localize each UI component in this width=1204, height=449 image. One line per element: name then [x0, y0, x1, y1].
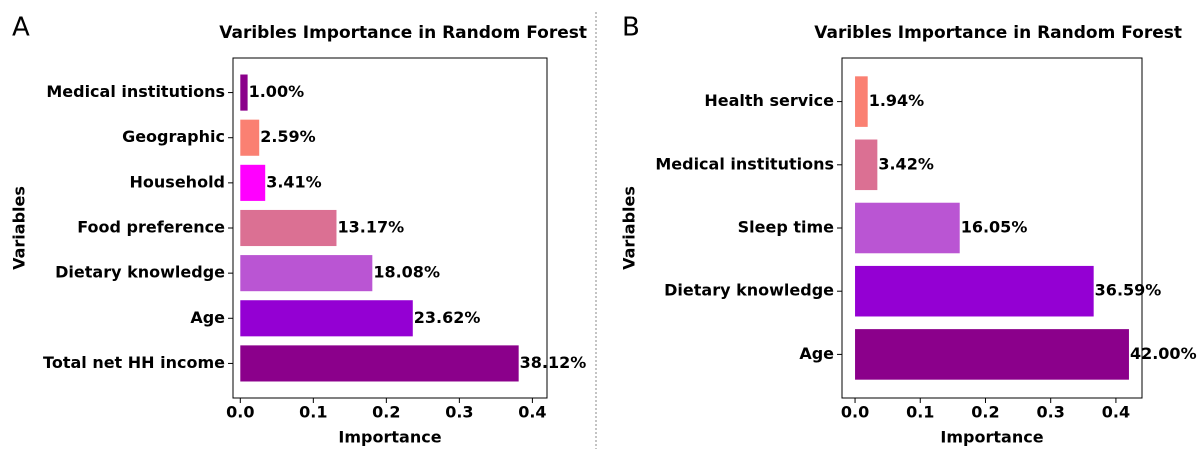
bar — [855, 202, 960, 254]
data-label: 2.59% — [260, 127, 316, 146]
data-label: 36.59% — [1095, 281, 1162, 300]
bar — [240, 345, 519, 382]
bar — [240, 164, 266, 201]
y-tick-label: Medical institutions — [46, 82, 225, 101]
x-axis-label: Importance — [338, 428, 441, 447]
data-label: 3.42% — [878, 154, 934, 173]
x-tick-label: 0.1 — [299, 403, 327, 422]
x-tick-label: 0.1 — [906, 403, 934, 422]
data-label: 3.41% — [266, 172, 322, 191]
y-axis-label: Variables — [10, 186, 29, 270]
panel-label: B — [622, 13, 640, 43]
data-label: 1.00% — [249, 82, 305, 101]
data-label: 16.05% — [961, 218, 1028, 237]
bar — [240, 74, 248, 111]
bar — [855, 76, 868, 127]
y-tick-label: Household — [130, 172, 225, 191]
x-axis-label: Importance — [940, 428, 1043, 447]
y-tick-label: Food preference — [77, 218, 225, 237]
y-tick-label: Dietary knowledge — [664, 281, 834, 300]
x-tick-label: 0.2 — [372, 403, 400, 422]
data-label: 1.94% — [869, 91, 925, 110]
bar — [240, 255, 373, 292]
x-tick-label: 0.0 — [226, 403, 254, 422]
data-label: 13.17% — [337, 218, 404, 237]
x-tick-label: 0.3 — [445, 403, 473, 422]
x-tick-label: 0.0 — [841, 403, 869, 422]
y-tick-label: Age — [190, 308, 225, 327]
y-tick-label: Sleep time — [738, 218, 835, 237]
y-tick-label: Total net HH income — [43, 353, 225, 372]
bar — [240, 300, 413, 337]
data-label: 18.08% — [373, 263, 440, 282]
chart-title: Varibles Importance in Random Forest — [219, 23, 587, 43]
data-label: 42.00% — [1130, 344, 1197, 363]
bar — [855, 139, 878, 191]
y-tick-label: Health service — [704, 91, 834, 110]
data-label: 38.12% — [520, 353, 587, 372]
plot-frame — [232, 57, 548, 399]
bar — [240, 209, 337, 247]
y-tick-label: Geographic — [122, 127, 225, 146]
x-tick-label: 0.4 — [518, 403, 546, 422]
bar — [855, 329, 1129, 380]
panel-label: A — [12, 13, 30, 43]
y-tick-label: Medical institutions — [655, 154, 834, 173]
x-tick-label: 0.2 — [971, 403, 999, 422]
bar — [240, 119, 260, 156]
x-tick-label: 0.3 — [1037, 403, 1065, 422]
y-tick-label: Age — [799, 344, 834, 363]
data-label: 23.62% — [414, 308, 481, 327]
x-tick-label: 0.4 — [1102, 403, 1130, 422]
y-axis-label: Variables — [620, 186, 639, 270]
bar — [855, 265, 1094, 317]
plot-frame — [841, 57, 1143, 399]
chart-title: Varibles Importance in Random Forest — [814, 23, 1182, 43]
y-tick-label: Dietary knowledge — [55, 263, 225, 282]
